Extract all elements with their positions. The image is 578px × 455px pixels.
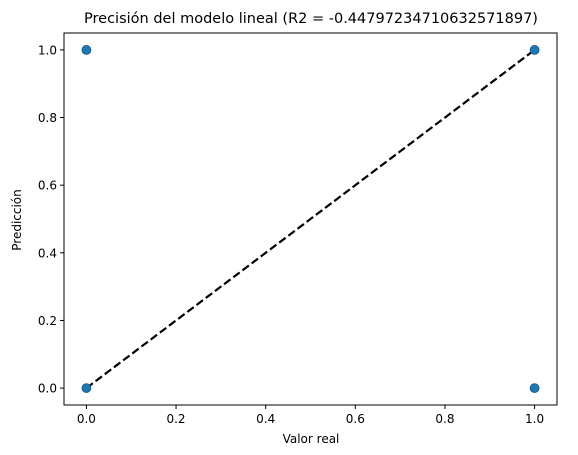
x-tick-label: 0.8 xyxy=(435,412,454,426)
y-tick-label: 0.6 xyxy=(38,179,57,193)
reference-line-group xyxy=(85,49,536,389)
reference-line xyxy=(85,49,536,389)
axis-ticks: 0.0 0.2 0.4 0.6 0.8 1.0 0.0 0.2 0.4 0.6 0.8 1.0 xyxy=(38,43,544,426)
data-point xyxy=(81,45,92,55)
x-tick-label: 0.6 xyxy=(346,412,365,426)
points-group xyxy=(81,45,540,393)
y-tick-label: 0.4 xyxy=(38,246,57,260)
data-point xyxy=(529,45,540,55)
x-tick-label: 0.0 xyxy=(77,412,96,426)
plot-frame xyxy=(63,32,558,406)
data-point xyxy=(81,383,92,393)
x-tick-label: 0.2 xyxy=(166,412,185,426)
x-tick-label: 1.0 xyxy=(525,412,544,426)
data-point xyxy=(529,383,540,393)
y-axis-label: Predicción xyxy=(10,189,24,251)
y-tick-label: 1.0 xyxy=(38,43,57,57)
x-axis-label: Valor real xyxy=(283,432,340,446)
y-tick-label: 0.0 xyxy=(38,382,57,396)
y-tick-label: 0.8 xyxy=(38,111,57,125)
y-tick-label: 0.2 xyxy=(38,314,57,328)
x-tick-label: 0.4 xyxy=(256,412,275,426)
chart-title: Precisión del modelo lineal (R2 = -0.447… xyxy=(84,11,538,27)
